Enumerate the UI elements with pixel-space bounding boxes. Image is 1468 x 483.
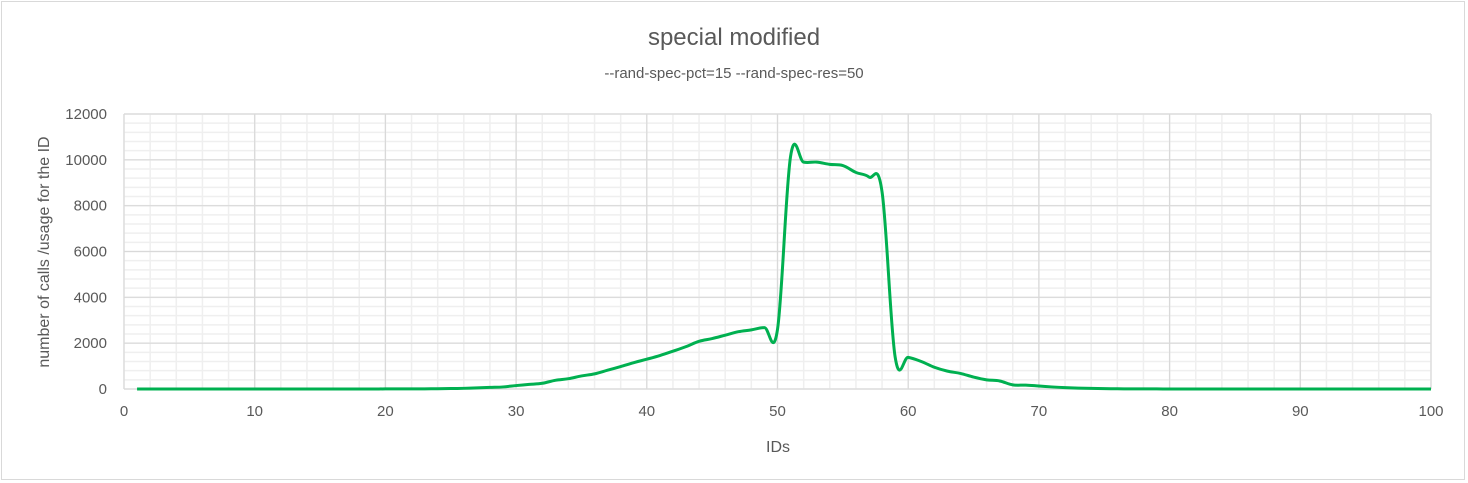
gridlines — [123, 113, 1432, 390]
y-tick-label: 4000 — [74, 289, 107, 306]
series-line — [137, 142, 1431, 391]
y-tick-label: 12000 — [65, 106, 107, 123]
x-tick-label: 70 — [1031, 403, 1048, 420]
x-tick-label: 10 — [246, 403, 263, 420]
y-tick-label: 8000 — [74, 198, 107, 215]
x-tick-label: 30 — [508, 403, 525, 420]
y-tick-label: 0 — [99, 381, 107, 398]
x-axis-label: IDs — [766, 439, 790, 456]
chart-title: special modified — [648, 24, 820, 51]
x-tick-label: 50 — [769, 403, 786, 420]
y-tick-label: 10000 — [65, 152, 107, 169]
x-tick-label: 40 — [638, 403, 655, 420]
chart-subtitle: --rand-spec-pct=15 --rand-spec-res=50 — [604, 65, 863, 82]
y-tick-label: 6000 — [74, 244, 107, 261]
y-tick-label: 2000 — [74, 335, 107, 352]
x-tick-label: 80 — [1161, 403, 1178, 420]
x-tick-label: 90 — [1292, 403, 1309, 420]
x-tick-label: 20 — [377, 403, 394, 420]
series-group — [137, 142, 1432, 391]
axes: 0 10 20 30 40 50 60 70 80 90 100 0 2000 4000 6000 8000 1… — [65, 106, 1443, 420]
y-axis-label: number of calls /usage for the ID — [36, 136, 53, 367]
x-tick-label: 60 — [900, 403, 917, 420]
x-tick-label: 100 — [1418, 403, 1443, 420]
x-tick-label: 0 — [120, 403, 128, 420]
